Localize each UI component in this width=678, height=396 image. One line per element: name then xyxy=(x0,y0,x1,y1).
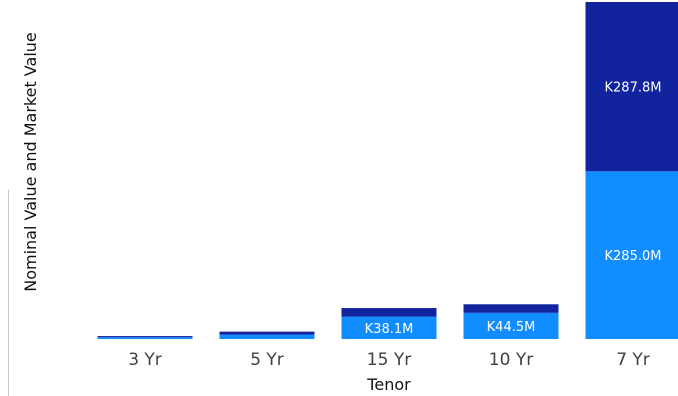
bar-3-yr-series-1[interactable] xyxy=(97,337,193,339)
bar-7-yr-series-2[interactable] xyxy=(585,1,678,172)
data-label-7-yr-series-2: K287.8M xyxy=(605,81,662,96)
bar-7-yr-series-1[interactable] xyxy=(585,171,678,339)
bar-15-yr-series-1[interactable] xyxy=(341,316,437,339)
bar-15-yr-series-2[interactable] xyxy=(341,308,437,317)
y-axis-title: Nominal Value and Market Value xyxy=(21,32,40,292)
x-tick-label-5-yr: 5 Yr xyxy=(250,350,284,370)
x-tick-label-15-yr: 15 Yr xyxy=(367,350,411,370)
bar-10-yr-series-2[interactable] xyxy=(463,304,559,313)
bars-layer xyxy=(97,1,678,339)
x-axis-title: Tenor xyxy=(366,375,411,394)
data-label-7-yr-series-1: K285.0M xyxy=(605,249,662,264)
bar-5-yr-series-2[interactable] xyxy=(219,331,315,335)
x-tick-label-7-yr: 7 Yr xyxy=(616,350,650,370)
x-ticks-layer: 3 Yr 5 Yr 15 Yr 10 Yr 7 Yr xyxy=(128,350,650,370)
bar-3-yr-series-2[interactable] xyxy=(97,336,193,338)
x-tick-label-10-yr: 10 Yr xyxy=(489,350,533,370)
x-tick-label-3-yr: 3 Yr xyxy=(128,350,162,370)
data-label-10-yr-series-1: K44.5M xyxy=(487,320,536,335)
bar-5-yr-series-1[interactable] xyxy=(219,334,315,339)
data-labels-layer: K38.1M K44.5M K285.0M K287.8M xyxy=(365,81,662,337)
data-label-15-yr-series-1: K38.1M xyxy=(365,322,414,337)
left-divider xyxy=(8,190,9,396)
bar-10-yr-series-1[interactable] xyxy=(463,312,559,339)
